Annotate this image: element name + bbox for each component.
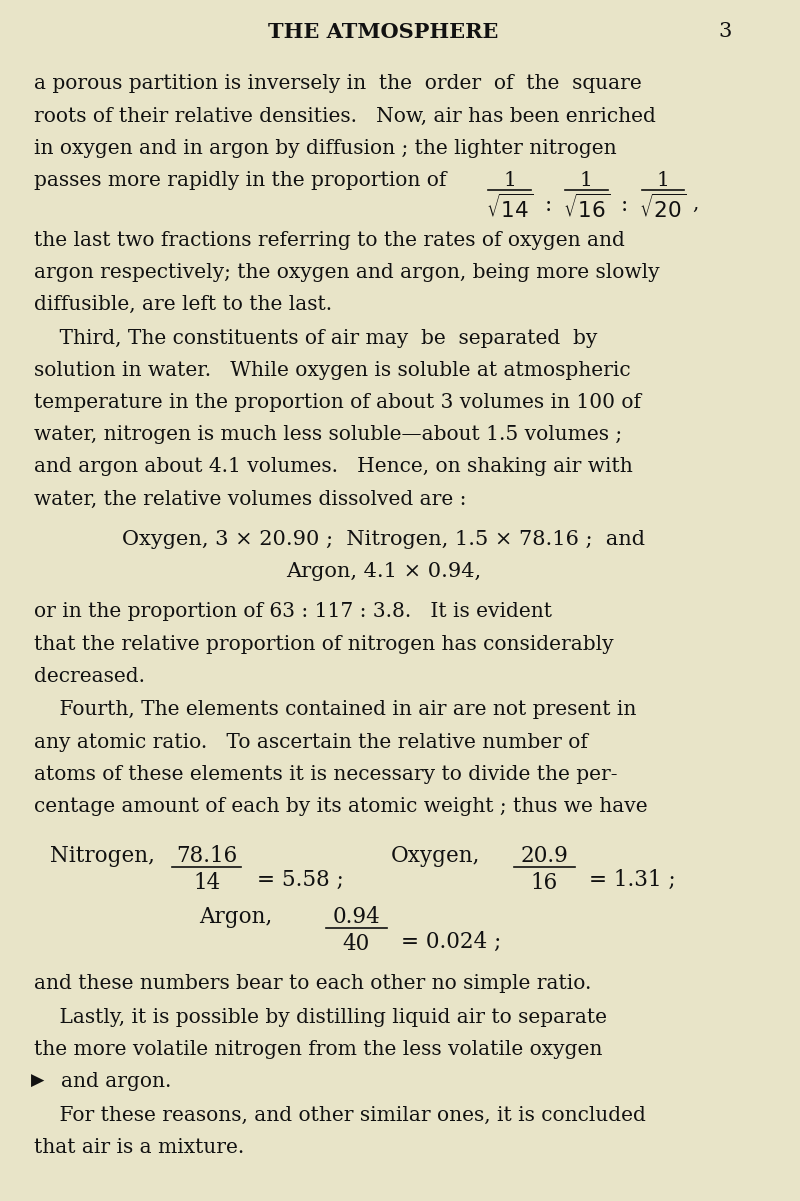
Text: $\sqrt{16}$: $\sqrt{16}$ (563, 193, 610, 222)
Text: :: : (545, 193, 552, 216)
Text: 78.16: 78.16 (176, 846, 238, 867)
Text: 20.9: 20.9 (520, 846, 568, 867)
Text: Oxygen, 3 × 20.90 ;  Nitrogen, 1.5 × 78.16 ;  and: Oxygen, 3 × 20.90 ; Nitrogen, 1.5 × 78.1… (122, 530, 645, 549)
Text: = 5.58 ;: = 5.58 ; (257, 870, 343, 891)
Text: that air is a mixture.: that air is a mixture. (34, 1139, 245, 1158)
Text: 1: 1 (657, 171, 670, 190)
Text: $\sqrt{14}$: $\sqrt{14}$ (486, 193, 534, 222)
Text: = 0.024 ;: = 0.024 ; (401, 931, 501, 952)
Text: centage amount of each by its atomic weight ; thus we have: centage amount of each by its atomic wei… (34, 797, 648, 815)
Text: 0.94: 0.94 (333, 907, 380, 928)
Text: 1: 1 (503, 171, 516, 190)
Text: and these numbers bear to each other no simple ratio.: and these numbers bear to each other no … (34, 974, 592, 993)
Text: atoms of these elements it is necessary to divide the per-: atoms of these elements it is necessary … (34, 765, 618, 784)
Text: argon respectively; the oxygen and argon, being more slowly: argon respectively; the oxygen and argon… (34, 263, 660, 282)
Text: solution in water.   While oxygen is soluble at atmospheric: solution in water. While oxygen is solub… (34, 362, 631, 380)
Text: ▶: ▶ (30, 1072, 44, 1091)
Text: Nitrogen,: Nitrogen, (50, 846, 154, 867)
Text: the more volatile nitrogen from the less volatile oxygen: the more volatile nitrogen from the less… (34, 1040, 603, 1059)
Text: For these reasons, and other similar ones, it is concluded: For these reasons, and other similar one… (34, 1106, 646, 1125)
Text: 40: 40 (342, 933, 370, 955)
Text: ,: , (692, 193, 698, 213)
Text: and argon.: and argon. (62, 1072, 172, 1092)
Text: in oxygen and in argon by diffusion ; the lighter nitrogen: in oxygen and in argon by diffusion ; th… (34, 139, 617, 157)
Text: $\sqrt{20}$: $\sqrt{20}$ (639, 193, 686, 222)
Text: Argon, 4.1 × 0.94,: Argon, 4.1 × 0.94, (286, 562, 481, 581)
Text: passes more rapidly in the proportion of: passes more rapidly in the proportion of (34, 171, 447, 190)
Text: Oxygen,: Oxygen, (391, 846, 480, 867)
Text: temperature in the proportion of about 3 volumes in 100 of: temperature in the proportion of about 3… (34, 393, 642, 412)
Text: any atomic ratio.   To ascertain the relative number of: any atomic ratio. To ascertain the relat… (34, 733, 588, 752)
Text: = 1.31 ;: = 1.31 ; (589, 870, 675, 891)
Text: the last two fractions referring to the rates of oxygen and: the last two fractions referring to the … (34, 231, 626, 250)
Text: a porous partition is inversely in  the  order  of  the  square: a porous partition is inversely in the o… (34, 74, 642, 94)
Text: Argon,: Argon, (199, 907, 273, 928)
Text: Fourth, The elements contained in air are not present in: Fourth, The elements contained in air ar… (34, 700, 637, 719)
Text: THE ATMOSPHERE: THE ATMOSPHERE (268, 22, 498, 42)
Text: diffusible, are left to the last.: diffusible, are left to the last. (34, 295, 333, 313)
Text: 1: 1 (580, 171, 593, 190)
Text: decreased.: decreased. (34, 667, 146, 686)
Text: water, nitrogen is much less soluble—about 1.5 volumes ;: water, nitrogen is much less soluble—abo… (34, 425, 622, 444)
Text: :: : (621, 193, 628, 216)
Text: Lastly, it is possible by distilling liquid air to separate: Lastly, it is possible by distilling liq… (34, 1008, 607, 1027)
Text: 14: 14 (194, 872, 221, 894)
Text: and argon about 4.1 volumes.   Hence, on shaking air with: and argon about 4.1 volumes. Hence, on s… (34, 458, 634, 477)
Text: 16: 16 (530, 872, 558, 894)
Text: that the relative proportion of nitrogen has considerably: that the relative proportion of nitrogen… (34, 634, 614, 653)
Text: or in the proportion of 63 : 117 : 3.8.   It is evident: or in the proportion of 63 : 117 : 3.8. … (34, 603, 553, 621)
Text: water, the relative volumes dissolved are :: water, the relative volumes dissolved ar… (34, 490, 467, 509)
Text: Third, The constituents of air may  be  separated  by: Third, The constituents of air may be se… (34, 329, 598, 348)
Text: 3: 3 (718, 22, 732, 41)
Text: roots of their relative densities.   Now, air has been enriched: roots of their relative densities. Now, … (34, 107, 656, 126)
